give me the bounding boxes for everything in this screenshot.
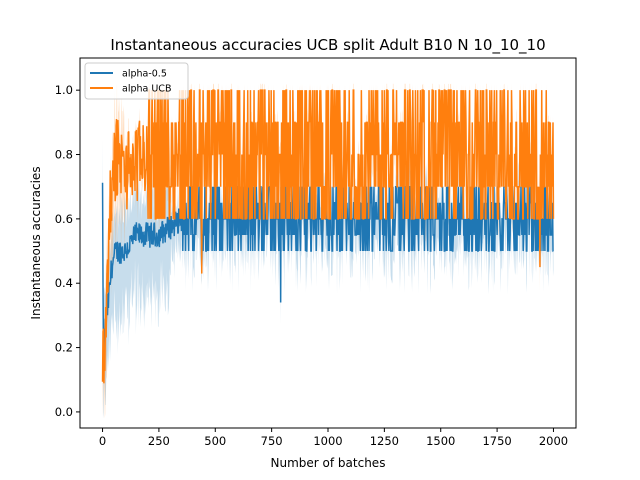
y-tick-label: 1.0 <box>55 83 73 97</box>
x-tick-label: 250 <box>148 434 170 448</box>
x-tick-label: 0 <box>99 434 106 448</box>
x-tick-label: 1500 <box>426 434 455 448</box>
y-axis-label: Instantaneous accuracies <box>29 166 43 319</box>
x-tick-label: 500 <box>204 434 226 448</box>
y-tick-label: 0.4 <box>55 276 73 290</box>
y-tick-label: 0.8 <box>55 148 73 162</box>
x-tick-label: 1250 <box>370 434 399 448</box>
y-tick-label: 0.2 <box>55 341 73 355</box>
alpha-ucb-line <box>101 89 555 384</box>
plot-area <box>101 83 555 419</box>
y-tick-label: 0.6 <box>55 212 73 226</box>
legend-label-alpha-0.5: alpha-0.5 <box>122 69 167 80</box>
x-tick-label: 2000 <box>539 434 568 448</box>
x-tick-label: 1750 <box>482 434 511 448</box>
y-tick-label: 0.0 <box>55 405 73 419</box>
y-axis: 0.0 0.2 0.4 0.6 0.8 1.0 <box>55 83 80 419</box>
alpha-0.5-line <box>101 182 554 354</box>
legend-label-alpha-ucb: alpha UCB <box>122 84 171 95</box>
x-axis-label: Number of batches <box>271 456 386 470</box>
x-axis: 0 250 500 750 1000 1250 1500 1750 2000 <box>99 428 568 448</box>
x-tick-label: 750 <box>261 434 283 448</box>
chart-title: Instantaneous accuracies UCB split Adult… <box>110 36 545 55</box>
x-tick-label: 1000 <box>313 434 342 448</box>
legend: alpha-0.5 alpha UCB <box>84 62 189 100</box>
